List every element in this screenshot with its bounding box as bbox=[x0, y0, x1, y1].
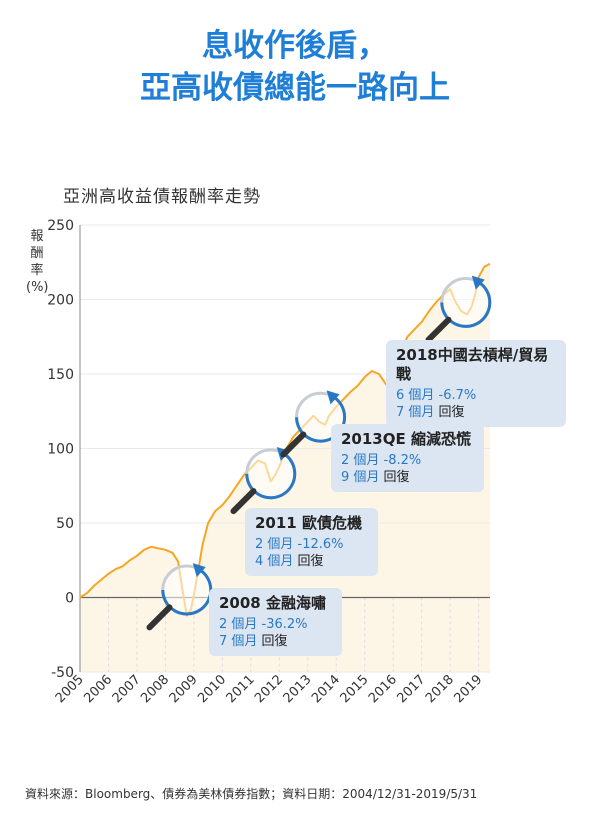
recovery-arrow-icon bbox=[245, 451, 297, 500]
y-tick-label: 150 bbox=[47, 367, 74, 383]
x-tick-label: 2014 bbox=[309, 672, 343, 706]
y-axis-label-char: 酬 bbox=[30, 246, 44, 261]
callout-2018-recovery-word: 回復 bbox=[438, 405, 465, 420]
chart-title: 亞洲高收益債報酬率走勢 bbox=[63, 187, 261, 207]
callout-2011-title: 2011 歐債危機 bbox=[255, 514, 362, 532]
y-tick-label: 200 bbox=[47, 293, 74, 309]
x-tick-label: 2012 bbox=[252, 672, 286, 706]
callout-2018: 2018中國去槓桿/貿易戰 6 個月 -6.7% 7 個月 回復 bbox=[386, 340, 566, 427]
x-tick-label: 2015 bbox=[338, 672, 372, 706]
callout-2008: 2008 金融海嘯 2 個月 -36.2% 7 個月 回復 bbox=[209, 588, 342, 656]
arrow-head-icon bbox=[192, 563, 206, 578]
x-tick-label: 2011 bbox=[224, 672, 258, 706]
y-axis-label: 報 酬 率 (%) bbox=[26, 228, 49, 296]
y-tick-label: 0 bbox=[65, 591, 74, 607]
y-tick-label: 50 bbox=[56, 516, 74, 532]
callout-2018-title: 2018中國去槓桿/貿易戰 bbox=[396, 346, 549, 383]
x-tick-label: 2017 bbox=[394, 672, 428, 706]
callout-2008-recovery-months: 7 個月 bbox=[219, 634, 258, 649]
callout-2013-recovery-word: 回復 bbox=[383, 470, 410, 485]
y-axis-label-unit: (%) bbox=[26, 280, 49, 295]
callout-2013-drop: 2 個月 -8.2% bbox=[341, 453, 422, 468]
x-tick-label: 2016 bbox=[366, 672, 400, 706]
x-tick-label: 2007 bbox=[110, 672, 144, 706]
x-tick-label: 2010 bbox=[195, 672, 229, 706]
callout-2013: 2013QE 縮減恐慌 2 個月 -8.2% 9 個月 回復 bbox=[331, 424, 484, 492]
callout-2008-recovery-word: 回復 bbox=[261, 634, 288, 649]
callout-2011: 2011 歐債危機 2 個月 -12.6% 4 個月 回復 bbox=[245, 508, 378, 576]
source-note: 資料來源：Bloomberg、債券為美林債券指數；資料日期：2004/12/31… bbox=[25, 787, 478, 801]
callout-2011-recovery-months: 4 個月 bbox=[255, 554, 294, 569]
callout-2011-recovery-word: 回復 bbox=[297, 554, 324, 569]
x-tick-label: 2018 bbox=[423, 672, 457, 706]
callout-2008-title: 2008 金融海嘯 bbox=[219, 594, 326, 612]
x-tick-label: 2008 bbox=[138, 672, 172, 706]
magnifier-handle-icon bbox=[230, 488, 257, 515]
magnifier-handle-icon bbox=[280, 431, 307, 458]
y-tick-label: 250 bbox=[47, 218, 74, 234]
callout-2018-recovery-months: 7 個月 bbox=[396, 405, 435, 420]
callout-2008-drop: 2 個月 -36.2% bbox=[219, 617, 308, 632]
x-tick-label: 2019 bbox=[451, 672, 485, 706]
page-title-line1: 息收作後盾， bbox=[202, 28, 388, 64]
y-tick-label: -50 bbox=[51, 665, 74, 681]
x-tick-label: 2013 bbox=[281, 672, 315, 706]
y-axis-label-char: 報 bbox=[30, 229, 44, 244]
arrow-head-icon bbox=[326, 390, 340, 405]
y-tick-label: 100 bbox=[47, 442, 74, 458]
arrow-head-icon bbox=[471, 275, 485, 290]
x-tick-label: 2006 bbox=[81, 672, 115, 706]
page-title-line2: 亞高收債總能一路向上 bbox=[140, 70, 450, 106]
recovery-arrow-icon bbox=[440, 280, 492, 328]
line-chart: -500501001502002502005200620072008200920… bbox=[47, 218, 492, 706]
x-tick-label: 2009 bbox=[167, 672, 201, 706]
magnifier-handle-icon bbox=[425, 316, 452, 343]
callout-2013-recovery-months: 9 個月 bbox=[341, 470, 380, 485]
callout-2018-drop: 6 個月 -6.7% bbox=[396, 388, 477, 403]
y-axis-label-char: 率 bbox=[30, 263, 44, 278]
callout-2013-title: 2013QE 縮減恐慌 bbox=[341, 430, 471, 448]
recovery-arrow-icon bbox=[161, 567, 213, 616]
magnifier-handle-icon bbox=[146, 604, 173, 631]
callout-2011-drop: 2 個月 -12.6% bbox=[255, 537, 344, 552]
